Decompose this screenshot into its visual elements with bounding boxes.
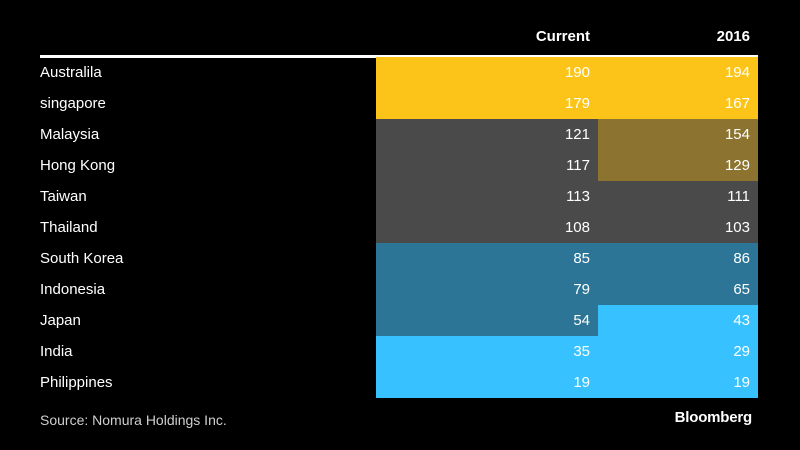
cell-current-value: 35 <box>376 336 598 367</box>
country-label: Taiwan <box>40 188 87 205</box>
cell-current-value: 117 <box>376 150 598 181</box>
country-label: Indonesia <box>40 281 106 298</box>
country-label: Philippines <box>40 374 113 391</box>
table-row: Indonesia 79 65 <box>40 274 758 305</box>
country-label: South Korea <box>40 250 124 267</box>
table-row: Hong Kong 117 129 <box>40 150 758 181</box>
table-body: Australila 190 194 singapore 179 167 Malaysia 1… <box>40 57 758 398</box>
cell-2016-value: 103 <box>598 212 758 243</box>
source-note: Source: Nomura Holdings Inc. <box>40 412 227 428</box>
cell-2016-value: 19 <box>598 367 758 398</box>
table-row: South Korea 85 86 <box>40 243 758 274</box>
cell-2016-value: 86 <box>598 243 758 274</box>
table-row: Philippines 19 19 <box>40 367 758 398</box>
country-label: Thailand <box>40 219 98 236</box>
cell-current-value: 121 <box>376 119 598 150</box>
cell-current-value: 85 <box>376 243 598 274</box>
table-row: Japan 54 43 <box>40 305 758 336</box>
cell-current-value: 108 <box>376 212 598 243</box>
column-header-current: Current <box>535 28 590 45</box>
bloomberg-logo: Bloomberg <box>674 409 753 426</box>
country-label: singapore <box>40 95 106 112</box>
cell-current-value: 79 <box>376 274 598 305</box>
table-row: singapore 179 167 <box>40 88 758 119</box>
cell-2016-value: 43 <box>598 305 758 336</box>
cell-current-value: 19 <box>376 367 598 398</box>
table-row: Australila 190 194 <box>40 57 758 88</box>
country-label: Hong Kong <box>40 157 116 174</box>
table-row: Thailand 108 103 <box>40 212 758 243</box>
cell-2016-value: 65 <box>598 274 758 305</box>
cell-2016-value: 129 <box>598 150 758 181</box>
cell-2016-value: 154 <box>598 119 758 150</box>
header-rule <box>40 55 758 58</box>
cell-2016-value: 167 <box>598 88 758 119</box>
table-row: Taiwan 113 111 <box>40 181 758 212</box>
cell-2016-value: 111 <box>598 181 758 212</box>
country-label: Malaysia <box>40 126 100 143</box>
cell-2016-value: 194 <box>598 57 758 88</box>
table-row: Malaysia 121 154 <box>40 119 758 150</box>
country-label: India <box>40 343 73 360</box>
cell-current-value: 113 <box>376 181 598 212</box>
cell-current-value: 190 <box>376 57 598 88</box>
table-header: Current 2016 <box>40 28 758 50</box>
cell-current-value: 54 <box>376 305 598 336</box>
cell-2016-value: 29 <box>598 336 758 367</box>
country-label: Australila <box>40 64 102 81</box>
table-row: India 35 29 <box>40 336 758 367</box>
cell-current-value: 179 <box>376 88 598 119</box>
country-label: Japan <box>40 312 81 329</box>
column-header-2016: 2016 <box>716 28 750 45</box>
